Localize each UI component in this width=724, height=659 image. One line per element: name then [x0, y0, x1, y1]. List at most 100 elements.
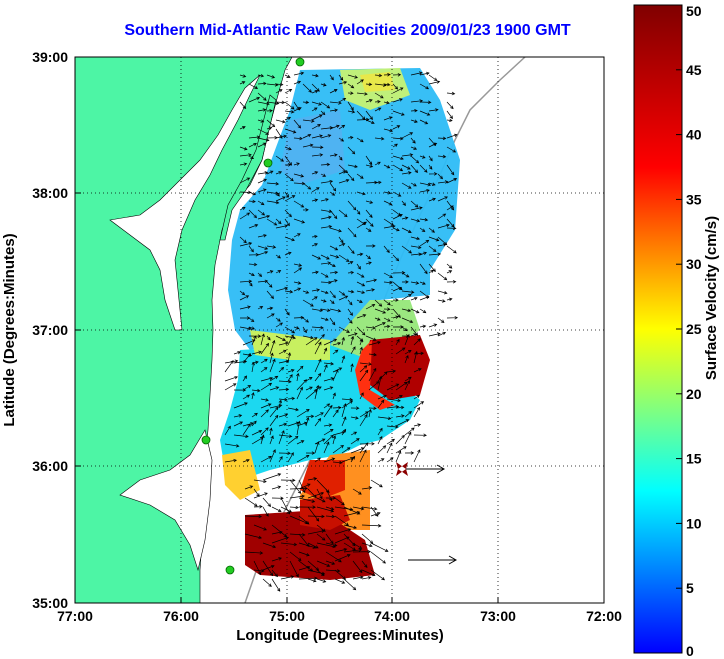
velocity-arrow	[341, 416, 347, 427]
velocity-arrow	[325, 533, 334, 545]
velocity-arrow	[239, 177, 251, 184]
velocity-arrow	[329, 308, 342, 313]
velocity-arrow	[316, 569, 325, 577]
velocity-arrow	[242, 423, 251, 436]
velocity-arrow	[293, 267, 303, 274]
velocity-arrow	[262, 497, 272, 508]
velocity-arrow	[341, 400, 354, 409]
velocity-arrow	[410, 236, 421, 241]
velocity-arrow	[224, 360, 234, 373]
velocity-arrow	[347, 164, 358, 169]
velocity-arrow	[278, 399, 283, 409]
velocity-arrow	[410, 182, 417, 187]
velocity-arrow	[266, 270, 274, 274]
velocity-arrow	[233, 388, 247, 392]
velocity-arrow	[298, 515, 310, 525]
colorbar	[633, 4, 683, 654]
velocity-arrow	[368, 352, 377, 357]
velocity-arrow	[404, 411, 412, 418]
velocity-arrow	[437, 223, 450, 229]
velocity-arrow	[419, 155, 426, 159]
velocity-arrow	[386, 369, 397, 373]
velocity-arrow	[314, 386, 322, 391]
velocity-arrow	[446, 164, 455, 176]
velocity-arrow	[257, 200, 265, 206]
velocity-arrow	[269, 435, 274, 445]
velocity-arrow	[446, 118, 453, 123]
velocity-arrow	[248, 199, 256, 204]
x-tick-labels: 77:00 76:00 75:00 74:00 73:00 72:00	[57, 608, 622, 624]
velocity-arrow	[446, 200, 455, 211]
velocity-arrow	[275, 196, 286, 202]
velocity-arrow	[338, 80, 348, 85]
velocity-arrow	[332, 460, 343, 465]
velocity-arrow	[392, 227, 400, 232]
velocity-arrow	[296, 386, 303, 400]
velocity-arrow	[224, 383, 237, 391]
velocity-arrow	[419, 164, 428, 173]
velocity-arrow	[320, 280, 332, 285]
velocity-arrow	[361, 506, 378, 511]
velocity-arrow	[356, 326, 366, 336]
velocity-arrow	[347, 200, 357, 211]
velocity-arrow	[275, 322, 284, 328]
velocity-arrow	[275, 155, 284, 162]
velocity-arrow	[392, 214, 403, 220]
velocity-arrow	[320, 162, 331, 167]
velocity-arrow	[437, 173, 444, 180]
velocity-arrow	[248, 262, 258, 267]
velocity-arrow	[260, 409, 269, 418]
velocity-arrow	[392, 155, 404, 161]
velocity-arrow	[269, 427, 273, 436]
velocity-arrow	[284, 146, 292, 151]
velocity-arrow	[361, 560, 368, 568]
velocity-arrow	[323, 429, 334, 436]
velocity-arrow	[386, 457, 394, 463]
velocity-arrow	[365, 244, 376, 248]
velocity-arrow	[356, 299, 363, 303]
velocity-arrow	[325, 514, 336, 519]
velocity-arrow	[332, 341, 342, 346]
velocity-arrow	[359, 362, 372, 366]
velocity-arrow	[269, 352, 274, 364]
velocity-arrow	[320, 272, 329, 278]
velocity-arrow	[275, 100, 286, 105]
velocity-arrow	[305, 377, 313, 382]
velocity-arrow	[275, 89, 283, 94]
velocity-arrow	[266, 74, 276, 79]
velocity-arrow	[419, 182, 432, 187]
velocity-arrow	[392, 164, 404, 172]
velocity-arrow	[242, 422, 254, 427]
velocity-arrow	[320, 299, 327, 303]
velocity-arrow	[410, 200, 419, 208]
velocity-arrow	[410, 245, 422, 250]
y-tick-label: 38:00	[32, 185, 68, 201]
velocity-arrow	[383, 224, 396, 229]
velocity-arrow	[296, 372, 300, 382]
velocity-arrow	[446, 205, 454, 211]
velocity-arrow	[347, 173, 355, 182]
velocity-arrow	[242, 353, 252, 364]
velocity-arrow	[296, 379, 307, 391]
velocity-arrow	[239, 74, 247, 78]
velocity-arrow	[311, 254, 322, 260]
velocity-arrow	[269, 414, 279, 427]
velocity-arrow	[413, 351, 425, 356]
velocity-arrow	[332, 349, 339, 355]
velocity-arrow	[323, 364, 328, 373]
velocity-arrow	[239, 305, 251, 310]
velocity-arrow	[368, 408, 372, 418]
velocity-arrow	[266, 109, 273, 113]
velocity-arrow	[446, 91, 456, 96]
velocity-arrow	[419, 281, 426, 285]
velocity-arrow	[446, 178, 458, 184]
velocity-arrow	[302, 335, 314, 340]
velocity-arrow	[302, 299, 314, 307]
velocity-arrow	[401, 326, 408, 332]
velocity-arrow	[347, 101, 354, 111]
velocity-arrow	[404, 451, 415, 455]
velocity-arrow	[260, 358, 268, 364]
velocity-arrow	[401, 294, 412, 301]
